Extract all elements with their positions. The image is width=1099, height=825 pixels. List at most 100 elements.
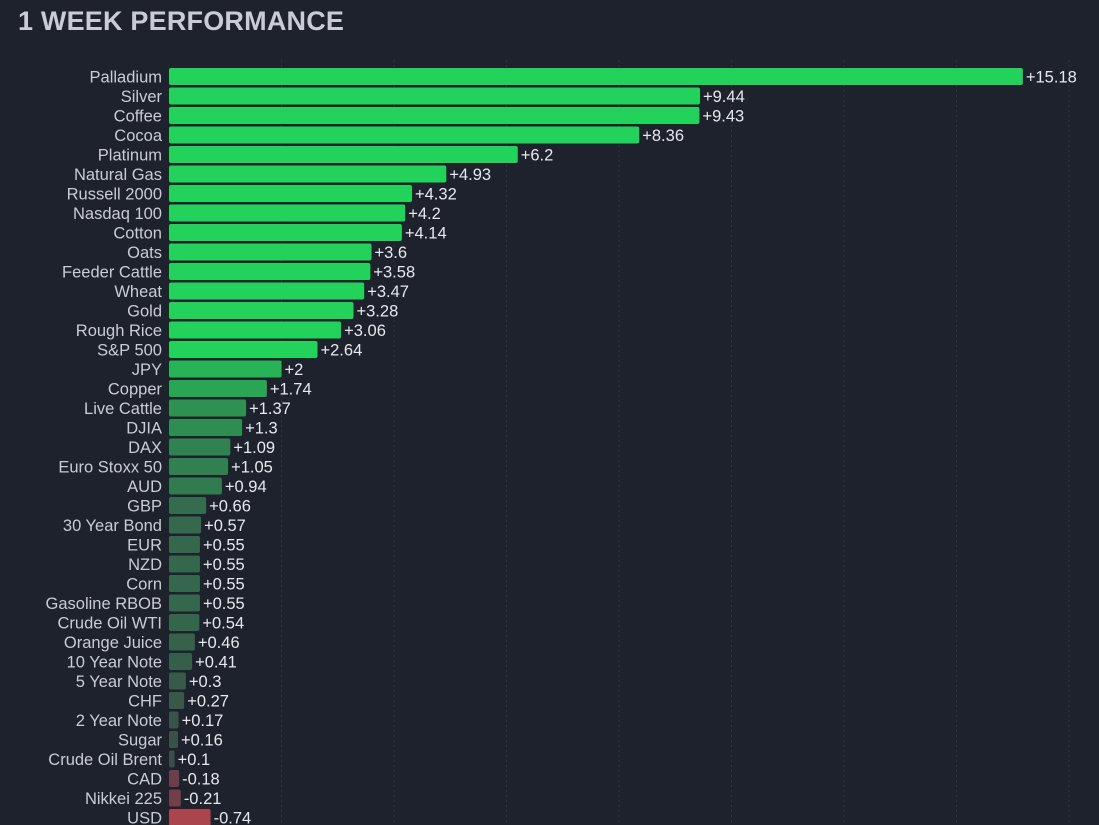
value-label: +4.32 (415, 186, 457, 204)
bar-crude-oil-brent (169, 750, 175, 768)
value-label: +0.55 (203, 556, 245, 574)
category-label: Platinum (98, 147, 162, 165)
bar-usd (169, 809, 211, 825)
value-label: -0.21 (184, 790, 222, 808)
bar-gasoline-rbob (169, 594, 200, 612)
category-label: Palladium (90, 69, 162, 87)
value-label: +2.64 (321, 342, 363, 360)
category-label: Natural Gas (74, 166, 162, 184)
category-label: Crude Oil Brent (48, 751, 162, 769)
category-label: CAD (127, 771, 162, 789)
value-label: +0.1 (178, 751, 211, 769)
category-label: Live Cattle (84, 400, 162, 418)
bar-jpy (169, 360, 282, 378)
value-label: +0.54 (202, 615, 244, 633)
bar-rough-rice (169, 321, 342, 339)
bar-wheat (169, 282, 365, 300)
category-label: Feeder Cattle (62, 264, 162, 282)
bar-eur (169, 536, 200, 553)
category-label: Nasdaq 100 (73, 205, 162, 223)
value-label: +4.2 (408, 205, 441, 223)
value-label: +0.55 (203, 537, 245, 555)
bar-s-p-500 (169, 341, 318, 358)
category-label: Nikkei 225 (85, 790, 162, 808)
bar-dax (169, 438, 231, 456)
value-label: +0.55 (203, 576, 245, 594)
value-label: +0.3 (189, 673, 222, 691)
category-label: 10 Year Note (67, 654, 162, 672)
bar-chf (169, 692, 185, 709)
value-label: +0.55 (203, 595, 245, 613)
category-label: Coffee (114, 108, 162, 126)
bar-2-year-note (169, 711, 179, 729)
value-label: +0.94 (225, 478, 267, 496)
value-label: +0.46 (198, 634, 240, 652)
value-label: +1.05 (231, 459, 273, 477)
bars (169, 68, 1023, 825)
value-label: +4.93 (449, 166, 491, 184)
value-label: +0.57 (204, 517, 246, 535)
bar-10-year-note (169, 653, 193, 670)
value-label: +1.09 (233, 439, 275, 457)
value-label: +8.36 (642, 127, 684, 145)
bar-nikkei-225 (169, 789, 181, 807)
bar-russell-2000 (169, 185, 412, 202)
category-label: Cocoa (114, 127, 163, 145)
value-label: -0.74 (214, 810, 252, 825)
bar-djia (169, 419, 243, 436)
bar-platinum (169, 146, 518, 163)
chart-title: 1 WEEK PERFORMANCE (18, 6, 345, 36)
category-label: Oats (127, 244, 162, 262)
category-label: 5 Year Note (76, 673, 162, 691)
bar-oats (169, 243, 372, 261)
bar-live-cattle (169, 399, 247, 417)
category-label: Rough Rice (76, 322, 162, 340)
bar-natural-gas (169, 165, 447, 183)
bar-nasdaq-100 (169, 204, 406, 222)
bar-corn (169, 575, 200, 592)
value-label: +0.66 (209, 498, 251, 516)
bar-copper (169, 380, 267, 397)
bar-orange-juice (169, 633, 195, 651)
bar-euro-stoxx-50 (169, 458, 229, 475)
category-label: DAX (128, 439, 162, 457)
category-label: Euro Stoxx 50 (58, 459, 162, 477)
bar-5-year-note (169, 672, 186, 690)
value-label: +0.16 (181, 732, 223, 750)
value-label: +9.44 (703, 88, 745, 106)
category-label: Copper (108, 381, 163, 399)
bar-gold (169, 302, 354, 319)
bar-cocoa (169, 126, 640, 144)
value-label: +1.37 (249, 400, 291, 418)
value-label: +3.28 (357, 303, 399, 321)
category-label: Wheat (114, 283, 162, 301)
bar-crude-oil-wti (169, 614, 200, 631)
bar-cad (169, 770, 180, 787)
value-label: +3.47 (367, 283, 409, 301)
category-label: Gold (127, 303, 162, 321)
category-label: Orange Juice (64, 634, 162, 652)
category-label: EUR (127, 537, 162, 555)
value-labels: +15.18 +9.44 +9.43 +8.36 +6.2 +4.93 +4.32+4.2 +… (178, 69, 1077, 825)
category-label: Cotton (113, 225, 162, 243)
category-label: Silver (121, 88, 163, 106)
bar-cotton (169, 224, 402, 241)
category-label: 2 Year Note (76, 712, 162, 730)
value-label: +4.14 (405, 225, 447, 243)
value-label: +6.2 (521, 147, 554, 165)
value-label: +15.18 (1026, 69, 1077, 87)
category-label: Sugar (118, 732, 163, 750)
category-label: 30 Year Bond (63, 517, 162, 535)
bar-silver (169, 87, 700, 105)
value-label: +0.41 (195, 654, 237, 672)
bar-coffee (169, 107, 700, 124)
value-label: +3.06 (344, 322, 386, 340)
category-label: NZD (128, 556, 162, 574)
value-label: +0.27 (187, 693, 229, 711)
category-label: Crude Oil WTI (57, 615, 162, 633)
value-label: +0.17 (182, 712, 224, 730)
category-label: Russell 2000 (67, 186, 162, 204)
category-label: CHF (128, 693, 162, 711)
